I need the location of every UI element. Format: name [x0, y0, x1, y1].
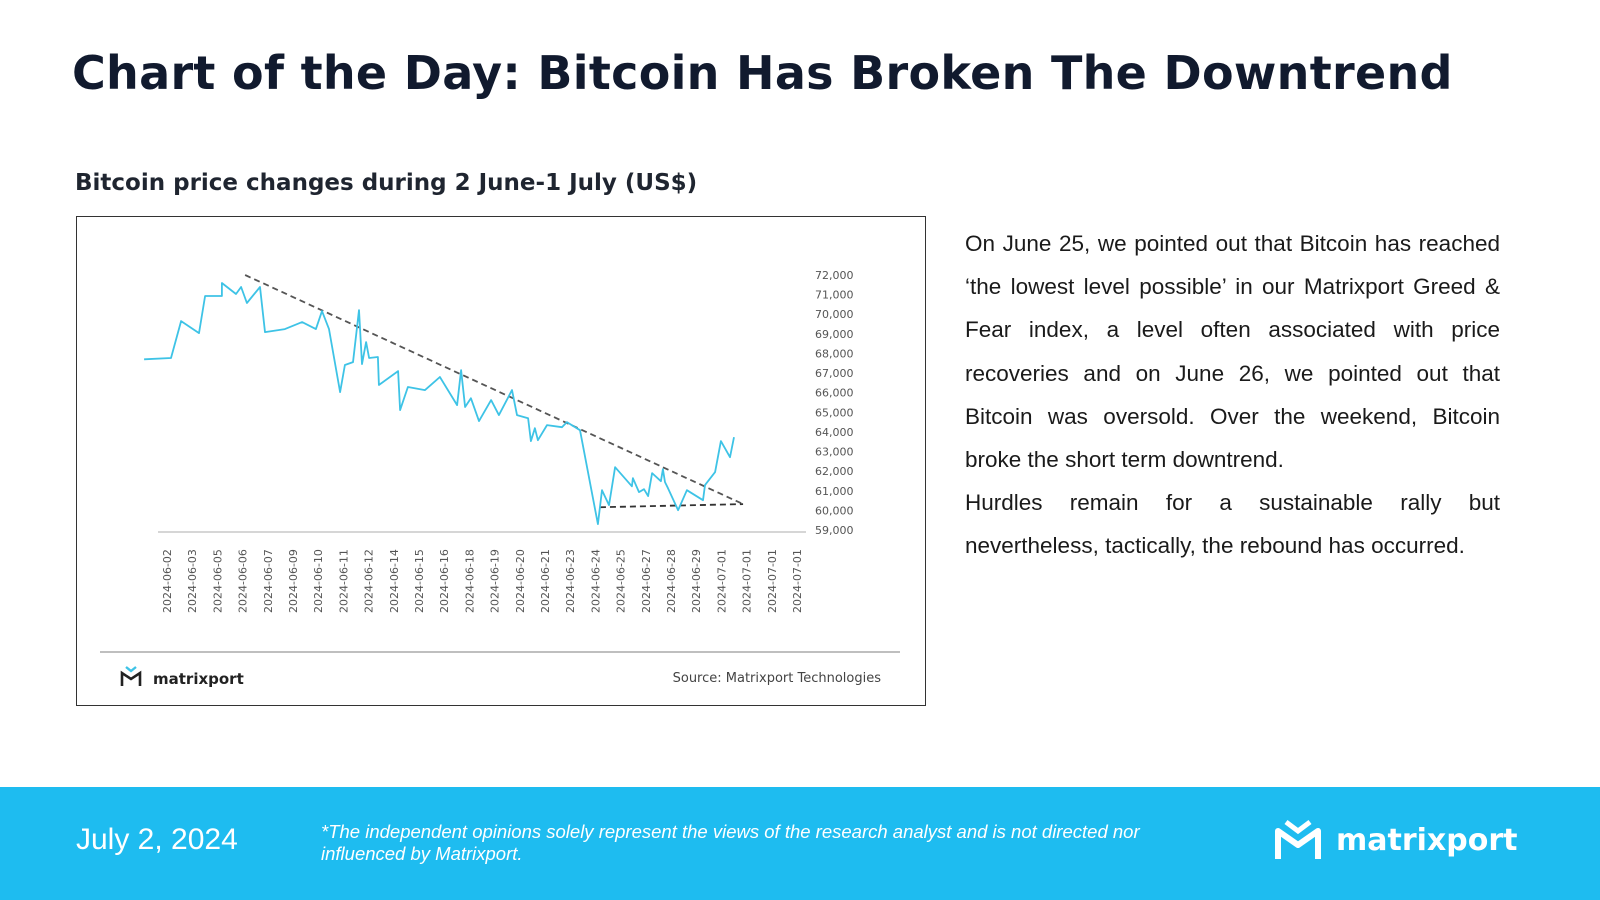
x-tick-label: 2024-06-29: [690, 549, 703, 613]
y-tick-label: 66,000: [815, 387, 854, 400]
x-tick-label: 2024-06-25: [615, 549, 628, 613]
x-tick-label: 2024-06-07: [262, 549, 275, 613]
x-tick-label: 2024-07-01: [715, 549, 728, 613]
footer-logo-text: matrixport: [1336, 822, 1518, 858]
x-tick-label: 2024-07-01: [791, 549, 804, 613]
commentary-paragraph: On June 25, we pointed out that Bitcoin …: [965, 231, 1500, 473]
y-tick-label: 63,000: [815, 446, 854, 459]
x-tick-label: 2024-07-01: [766, 549, 779, 613]
report-date: July 2, 2024: [76, 823, 238, 856]
trendline: [244, 274, 744, 505]
x-tick-label: 2024-06-03: [186, 549, 199, 613]
x-tick-label: 2024-06-19: [489, 549, 502, 613]
x-tick-label: 2024-06-02: [161, 549, 174, 613]
x-tick-label: 2024-06-28: [665, 549, 678, 613]
x-tick-label: 2024-06-12: [363, 549, 376, 613]
page-title: Chart of the Day: Bitcoin Has Broken The…: [72, 46, 1453, 100]
x-tick-label: 2024-06-06: [237, 549, 250, 613]
chart-logo-text: matrixport: [153, 670, 244, 688]
chart-frame: [76, 216, 926, 706]
x-tick-label: 2024-06-27: [640, 549, 653, 613]
x-tick-label: 2024-07-01: [741, 549, 754, 613]
commentary: On June 25, we pointed out that Bitcoin …: [965, 222, 1500, 568]
x-tick-label: 2024-06-23: [564, 549, 577, 613]
x-tick-label: 2024-06-20: [514, 549, 527, 613]
disclaimer: *The independent opinions solely represe…: [321, 821, 1140, 864]
matrixport-logo-icon: [1275, 820, 1321, 859]
x-tick-label: 2024-06-10: [312, 549, 325, 613]
matrixport-logo-icon: [120, 666, 142, 686]
y-tick-label: 64,000: [815, 426, 854, 439]
footer: July 2, 2024 *The independent opinions s…: [0, 787, 1600, 900]
y-tick-label: 72,000: [815, 269, 854, 282]
y-tick-label: 69,000: [815, 328, 854, 341]
trendline: [599, 503, 744, 509]
x-tick-label: 2024-06-05: [211, 549, 224, 613]
footer-logo: matrixport: [1274, 819, 1518, 861]
y-tick-label: 59,000: [815, 524, 854, 537]
y-tick-label: 71,000: [815, 289, 854, 302]
y-tick-label: 62,000: [815, 465, 854, 478]
x-tick-label: 2024-06-14: [388, 549, 401, 613]
y-tick-label: 68,000: [815, 347, 854, 360]
y-tick-label: 70,000: [815, 308, 854, 321]
x-tick-label: 2024-06-15: [413, 549, 426, 613]
x-tick-label: 2024-06-21: [539, 549, 552, 613]
price-line: [144, 282, 735, 525]
x-tick-label: 2024-06-16: [438, 549, 451, 613]
price-chart: 72,000 71,000 70,000 69,000 68,000 67,000 66,0…: [100, 269, 900, 688]
x-tick-label: 2024-06-18: [463, 549, 476, 613]
y-tick-label: 67,000: [815, 367, 854, 380]
x-tick-label: 2024-06-24: [589, 549, 602, 613]
y-tick-label: 61,000: [815, 485, 854, 498]
y-tick-label: 65,000: [815, 406, 854, 419]
y-tick-label: 60,000: [815, 504, 854, 517]
commentary-paragraph: Hurdles remain for a sustainable rally b…: [965, 490, 1500, 559]
chart-title: Bitcoin price changes during 2 June-1 Ju…: [75, 170, 698, 196]
chart-source: Source: Matrixport Technologies: [673, 671, 882, 686]
x-tick-label: 2024-06-11: [337, 549, 350, 613]
x-tick-label: 2024-06-09: [287, 549, 300, 613]
